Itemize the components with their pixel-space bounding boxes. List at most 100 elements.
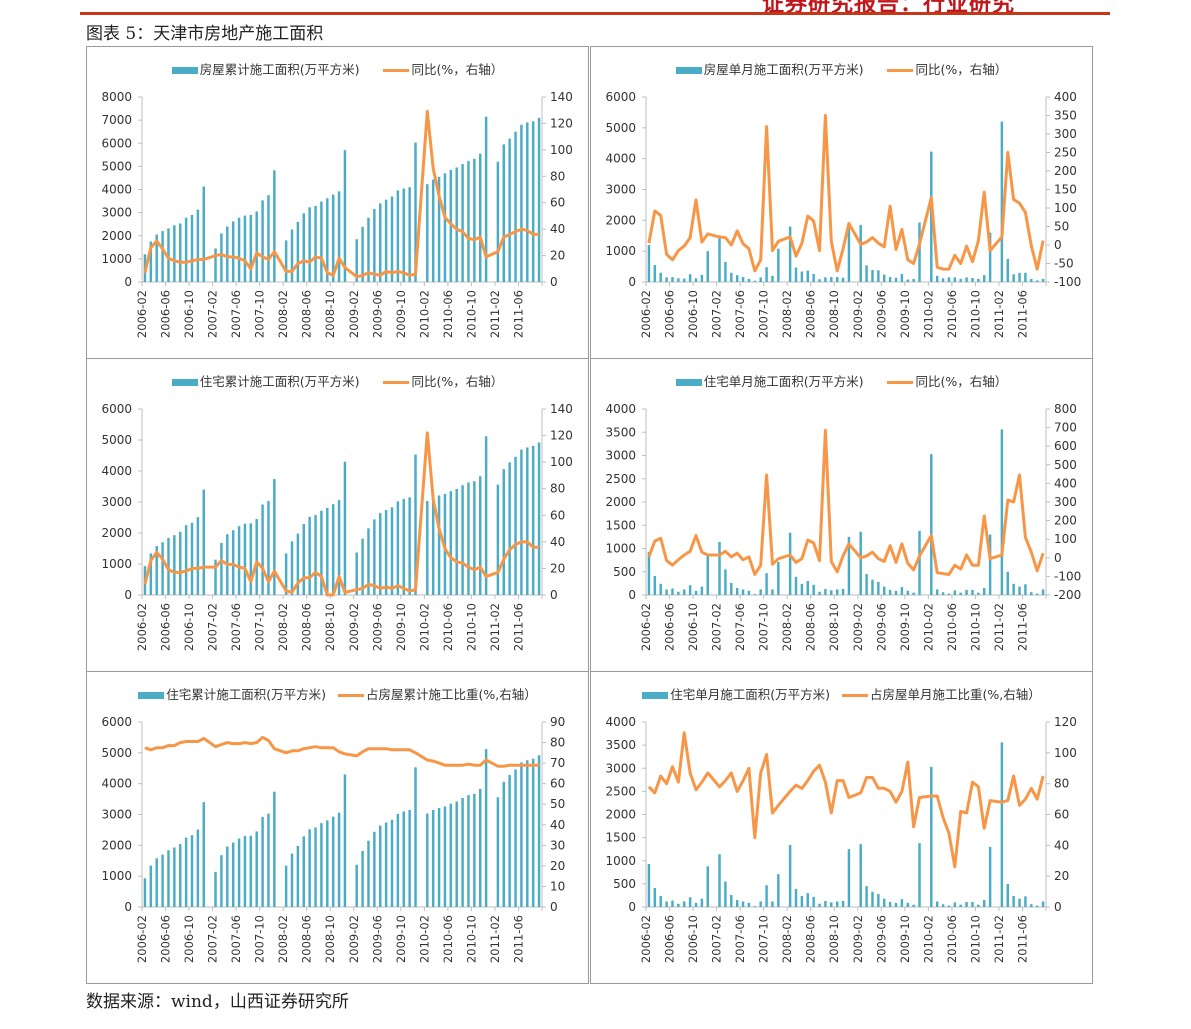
bar — [479, 476, 482, 595]
right-axis-tick-label: 100 — [550, 143, 573, 157]
bar — [724, 569, 727, 595]
legend-item-line: 占房屋累计施工比重(%,右轴） — [338, 684, 537, 703]
bar — [379, 203, 382, 282]
chart-panel-1: 房屋累计施工面积(万平方米) 同比(%，右轴） 0 1000 2000 3000 400… — [86, 46, 589, 359]
bar — [249, 835, 253, 907]
bar — [965, 589, 968, 595]
bar — [1035, 280, 1039, 282]
legend-item-line: 同比(%，右轴） — [383, 371, 503, 390]
right-axis-tick-label: 100 — [1054, 746, 1077, 760]
right-axis-tick-label: 350 — [1054, 109, 1077, 123]
legend-line-swatch — [383, 381, 410, 384]
bar — [443, 173, 447, 282]
bar — [314, 515, 317, 595]
data-source-note: 数据来源：wind，山西证券研究所 — [86, 992, 349, 1012]
left-axis-tick-label: 4000 — [605, 152, 636, 166]
bar — [859, 224, 862, 282]
bar — [906, 279, 909, 282]
x-axis-tick-label: 2010-06 — [441, 603, 455, 651]
x-axis-tick-label: 2007-02 — [206, 603, 220, 651]
left-axis-tick-label: 6000 — [101, 402, 132, 416]
x-axis-tick-label: 2008-02 — [276, 290, 290, 338]
bar — [1006, 571, 1009, 595]
bar — [373, 831, 376, 907]
bar — [314, 827, 317, 907]
legend-bar-swatch — [675, 379, 702, 386]
bar — [173, 535, 176, 595]
bar — [361, 226, 364, 282]
bar — [847, 536, 851, 595]
left-axis-tick-label: 2000 — [101, 526, 132, 540]
bar — [841, 900, 845, 907]
bar — [988, 846, 992, 907]
right-axis-tick-label: 50 — [1054, 220, 1069, 234]
bar — [724, 261, 727, 282]
bar — [830, 277, 833, 282]
chart-legend: 房屋单月施工面积(万平方米) 同比(%，右轴） — [591, 59, 1092, 78]
bar — [930, 151, 933, 282]
legend-line-label: 同比(%，右轴） — [915, 374, 1008, 389]
bar — [361, 850, 364, 907]
bar — [426, 501, 429, 595]
left-axis-tick-label: 1000 — [605, 244, 636, 258]
bar — [794, 888, 798, 907]
bar — [326, 198, 329, 282]
bar — [155, 234, 158, 282]
bar — [935, 275, 939, 282]
bar — [526, 447, 529, 595]
x-axis-tick-label: 2009-10 — [898, 603, 912, 651]
bar — [941, 592, 945, 595]
right-axis-tick-label: 500 — [1054, 458, 1077, 472]
bar — [155, 546, 158, 595]
bar — [847, 849, 851, 907]
bar — [261, 816, 264, 907]
bar — [320, 510, 323, 595]
bar — [724, 881, 727, 907]
bar — [1012, 274, 1015, 282]
x-axis-tick-label: 2008-06 — [300, 915, 314, 963]
x-axis-tick-label: 2011-06 — [1015, 915, 1029, 963]
bar — [484, 749, 488, 907]
bar — [196, 209, 200, 282]
right-axis-tick-label: -200 — [1054, 588, 1081, 602]
bar — [947, 905, 951, 907]
bar — [706, 554, 709, 595]
x-axis-tick-label: 2006-06 — [159, 290, 173, 338]
bar — [959, 278, 962, 282]
bar — [173, 847, 176, 907]
chart-legend: 住宅累计施工面积(万平方米) 占房屋累计施工比重(%,右轴） — [87, 684, 588, 703]
x-axis-tick-label: 2010-10 — [464, 603, 478, 651]
legend-item-bars: 住宅累计施工面积(万平方米) — [138, 684, 326, 703]
bar — [467, 795, 470, 907]
bar — [894, 590, 898, 595]
bar — [1018, 272, 1021, 282]
bar — [431, 179, 435, 282]
bar — [502, 144, 505, 282]
left-axis-tick-label: 0 — [124, 275, 132, 289]
bar — [502, 781, 505, 907]
bar — [935, 901, 939, 907]
bar — [161, 231, 164, 282]
bar — [231, 221, 235, 282]
left-axis-tick-label: 4000 — [605, 715, 636, 729]
x-axis-tick-label: 2007-10 — [253, 915, 267, 963]
bar — [912, 904, 915, 907]
bar — [396, 190, 400, 282]
bar — [988, 232, 992, 282]
bar — [143, 878, 147, 907]
x-axis-tick-label: 2008-10 — [827, 915, 841, 963]
x-axis-tick-label: 2009-02 — [851, 915, 865, 963]
bar — [290, 541, 294, 595]
bar — [977, 278, 980, 282]
chart-legend: 住宅累计施工面积(万平方米) 同比(%，右轴） — [87, 371, 588, 390]
bar — [747, 902, 751, 907]
x-axis-tick-label: 2009-10 — [898, 915, 912, 963]
right-axis-tick-label: 300 — [1054, 495, 1077, 509]
right-axis-tick-label: 200 — [1054, 514, 1077, 528]
bar — [965, 277, 968, 282]
bar — [1035, 905, 1039, 907]
x-axis-tick-label: 2007-02 — [206, 290, 220, 338]
bar — [677, 591, 680, 595]
bar — [255, 211, 258, 282]
bar — [718, 541, 721, 595]
